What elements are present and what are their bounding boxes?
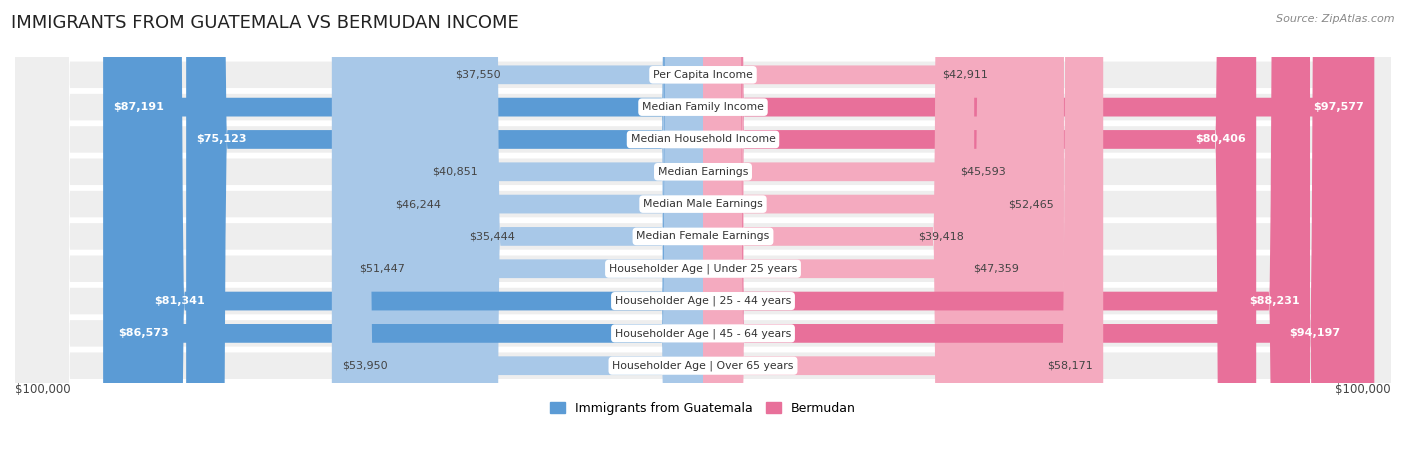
- FancyBboxPatch shape: [15, 0, 1391, 467]
- Text: $58,171: $58,171: [1047, 361, 1092, 371]
- Text: $47,359: $47,359: [973, 264, 1018, 274]
- Text: Householder Age | 45 - 64 years: Householder Age | 45 - 64 years: [614, 328, 792, 339]
- FancyBboxPatch shape: [703, 0, 1029, 467]
- FancyBboxPatch shape: [15, 0, 1391, 467]
- Text: $52,465: $52,465: [1008, 199, 1053, 209]
- FancyBboxPatch shape: [332, 0, 703, 467]
- Text: Median Male Earnings: Median Male Earnings: [643, 199, 763, 209]
- Text: Median Female Earnings: Median Female Earnings: [637, 232, 769, 241]
- Text: $80,406: $80,406: [1195, 134, 1246, 144]
- Text: $51,447: $51,447: [360, 264, 405, 274]
- FancyBboxPatch shape: [703, 0, 1256, 467]
- Text: Householder Age | Under 25 years: Householder Age | Under 25 years: [609, 263, 797, 274]
- FancyBboxPatch shape: [15, 0, 1391, 467]
- Text: $45,593: $45,593: [960, 167, 1007, 177]
- Text: $97,577: $97,577: [1313, 102, 1364, 112]
- FancyBboxPatch shape: [107, 0, 703, 467]
- Text: Median Household Income: Median Household Income: [630, 134, 776, 144]
- Text: Median Family Income: Median Family Income: [643, 102, 763, 112]
- Text: $42,911: $42,911: [942, 70, 988, 80]
- Text: $100,000: $100,000: [1336, 383, 1391, 396]
- Text: $87,191: $87,191: [114, 102, 165, 112]
- Text: Per Capita Income: Per Capita Income: [652, 70, 754, 80]
- Text: IMMIGRANTS FROM GUATEMALA VS BERMUDAN INCOME: IMMIGRANTS FROM GUATEMALA VS BERMUDAN IN…: [11, 14, 519, 32]
- FancyBboxPatch shape: [703, 0, 998, 467]
- FancyBboxPatch shape: [444, 0, 703, 467]
- Text: Source: ZipAtlas.com: Source: ZipAtlas.com: [1277, 14, 1395, 24]
- Text: Householder Age | Over 65 years: Householder Age | Over 65 years: [612, 361, 794, 371]
- FancyBboxPatch shape: [703, 0, 1310, 467]
- Text: $75,123: $75,123: [197, 134, 247, 144]
- FancyBboxPatch shape: [15, 0, 1391, 467]
- FancyBboxPatch shape: [422, 0, 703, 467]
- FancyBboxPatch shape: [15, 0, 1391, 467]
- Legend: Immigrants from Guatemala, Bermudan: Immigrants from Guatemala, Bermudan: [546, 396, 860, 420]
- Text: Median Earnings: Median Earnings: [658, 167, 748, 177]
- Text: $46,244: $46,244: [395, 199, 441, 209]
- FancyBboxPatch shape: [15, 0, 1391, 467]
- FancyBboxPatch shape: [703, 0, 1351, 467]
- Text: $86,573: $86,573: [118, 328, 169, 339]
- FancyBboxPatch shape: [385, 0, 703, 467]
- Text: $39,418: $39,418: [918, 232, 965, 241]
- FancyBboxPatch shape: [143, 0, 703, 467]
- FancyBboxPatch shape: [15, 0, 1391, 467]
- Text: Householder Age | 25 - 44 years: Householder Age | 25 - 44 years: [614, 296, 792, 306]
- Text: $81,341: $81,341: [153, 296, 204, 306]
- Text: $88,231: $88,231: [1249, 296, 1299, 306]
- FancyBboxPatch shape: [349, 0, 703, 467]
- Text: $40,851: $40,851: [432, 167, 478, 177]
- FancyBboxPatch shape: [103, 0, 703, 467]
- FancyBboxPatch shape: [703, 0, 974, 467]
- FancyBboxPatch shape: [703, 0, 1064, 467]
- FancyBboxPatch shape: [15, 0, 1391, 467]
- FancyBboxPatch shape: [15, 0, 1391, 467]
- Text: $37,550: $37,550: [456, 70, 501, 80]
- FancyBboxPatch shape: [460, 0, 703, 467]
- FancyBboxPatch shape: [186, 0, 703, 467]
- FancyBboxPatch shape: [703, 0, 1374, 467]
- Text: $53,950: $53,950: [342, 361, 388, 371]
- FancyBboxPatch shape: [15, 0, 1391, 467]
- Text: $100,000: $100,000: [15, 383, 70, 396]
- FancyBboxPatch shape: [703, 0, 1017, 467]
- Text: $94,197: $94,197: [1289, 328, 1341, 339]
- FancyBboxPatch shape: [703, 0, 1104, 467]
- Text: $35,444: $35,444: [470, 232, 516, 241]
